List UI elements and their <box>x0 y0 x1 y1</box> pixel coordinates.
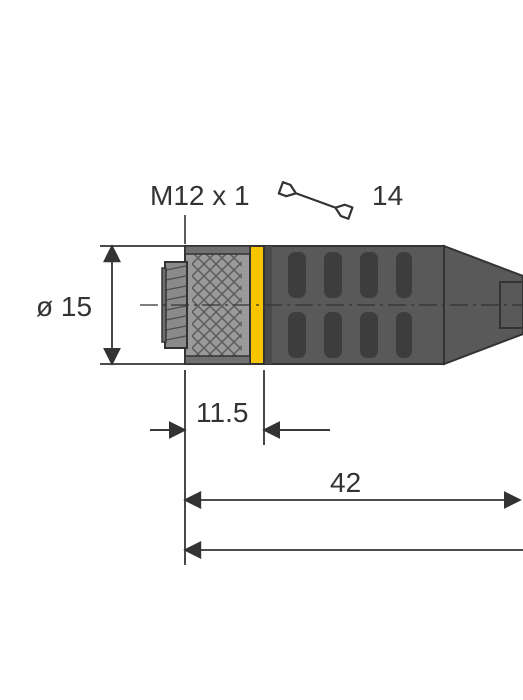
connector-technical-drawing: ø 15 M12 x 1 14 11.5 42 <box>0 0 523 700</box>
dimension-cable-length <box>185 515 523 565</box>
wrench-icon <box>279 182 353 219</box>
diameter-label: ø 15 <box>36 291 92 322</box>
wrench-label: 14 <box>372 180 403 211</box>
overall-length-label: 42 <box>330 467 361 498</box>
nut-length-label: 11.5 <box>196 397 248 428</box>
thread-label: M12 x 1 <box>150 180 250 211</box>
